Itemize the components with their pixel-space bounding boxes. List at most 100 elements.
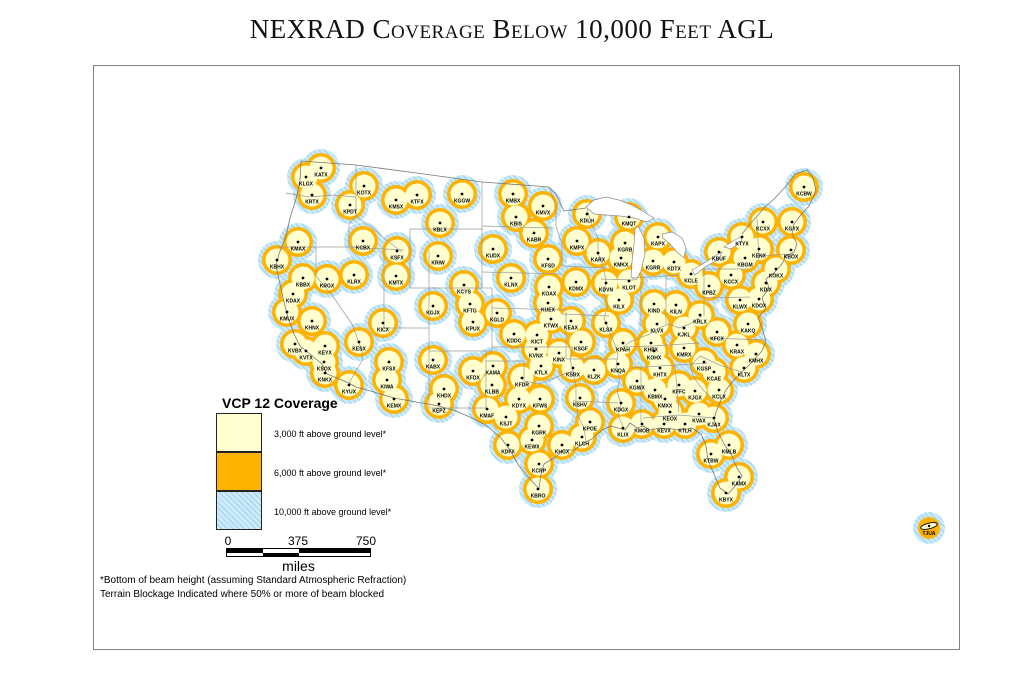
station-KBMX: KBMX [648, 388, 663, 401]
svg-text:KJKL: KJKL [677, 333, 690, 339]
station-KMSX: KMSX [389, 198, 404, 211]
svg-text:KMAX: KMAX [291, 247, 306, 253]
station-KNKX: KNKX [318, 371, 333, 384]
svg-text:KTWX: KTWX [544, 324, 559, 330]
svg-text:KVBX: KVBX [288, 349, 303, 355]
svg-text:KMXX: KMXX [658, 404, 673, 410]
svg-text:KHTX: KHTX [653, 373, 667, 379]
svg-text:KRGX: KRGX [320, 284, 335, 290]
svg-text:KLSX: KLSX [599, 328, 613, 334]
svg-text:KUEX: KUEX [541, 308, 556, 314]
svg-text:KEOX: KEOX [663, 417, 678, 423]
station-KSJT: KSJT [500, 415, 512, 428]
station-KIWA: KIWA [380, 378, 394, 391]
station-KSHV: KSHV [573, 396, 588, 409]
station-KCYS: KCYS [457, 283, 472, 296]
svg-text:KILN: KILN [670, 310, 682, 316]
svg-text:KPAH: KPAH [616, 348, 630, 354]
svg-text:KCLE: KCLE [684, 279, 698, 285]
station-KRLX: KRLX [693, 313, 707, 326]
station-KGRR: KGRR [646, 259, 661, 272]
svg-text:KCRP: KCRP [532, 469, 547, 475]
station-KCAE: KCAE [707, 370, 722, 383]
station-KMLB: KMLB [722, 443, 737, 456]
station-KLVX: KLVX [651, 322, 664, 335]
station-KVBX: KVBX [288, 342, 303, 355]
svg-text:KJGX: KJGX [688, 396, 702, 402]
svg-text:TJUA: TJUA [922, 531, 935, 537]
svg-text:KMLB: KMLB [722, 450, 737, 456]
svg-text:KTYX: KTYX [735, 242, 749, 248]
svg-text:KMHX: KMHX [749, 359, 764, 365]
station-KGJX: KGJX [426, 304, 440, 317]
svg-text:KMVX: KMVX [536, 211, 551, 217]
station-KUDX: KUDX [486, 247, 501, 260]
footnote-line-2: Terrain Blockage Indicated where 50% or … [100, 589, 385, 600]
svg-text:KMQT: KMQT [622, 222, 637, 228]
station-KMOB: KMOB [634, 422, 650, 435]
svg-text:KMRX: KMRX [677, 353, 692, 359]
svg-text:KTFX: KTFX [410, 200, 424, 206]
svg-text:KBRO: KBRO [531, 494, 546, 500]
svg-text:KCYS: KCYS [457, 290, 472, 296]
station-KOTX: KOTX [357, 184, 372, 197]
svg-text:KMSX: KMSX [389, 205, 404, 211]
svg-text:KOKX: KOKX [769, 274, 784, 280]
station-KESX: KESX [352, 340, 366, 353]
svg-text:KEYX: KEYX [318, 351, 332, 357]
station-KMRX: KMRX [677, 346, 692, 359]
station-KJAX: KJAX [707, 416, 721, 429]
svg-text:KARX: KARX [591, 258, 606, 264]
svg-text:KATX: KATX [314, 173, 328, 179]
station-KDGX: KDGX [614, 401, 629, 414]
station-KMBX: KMBX [506, 192, 521, 205]
station-KAPX: KAPX [651, 235, 666, 248]
coverage-legend: VCP 12 Coverage 3,000 ft above ground le… [216, 395, 391, 531]
legend-row-6000ft: 6,000 ft above ground level* [216, 452, 386, 492]
station-KDVN: KDVN [599, 281, 613, 294]
svg-text:KTLH: KTLH [678, 429, 692, 435]
station-KGWX: KGWX [629, 379, 645, 392]
svg-text:KGSP: KGSP [697, 367, 712, 373]
station-KGSP: KGSP [697, 360, 712, 373]
svg-text:KTLX: KTLX [534, 371, 548, 377]
station-KSOX: KSOX [317, 360, 332, 373]
station-KBUF: KBUF [712, 250, 726, 263]
station-KHGX: KHGX [555, 443, 570, 456]
svg-text:KTBW: KTBW [704, 459, 719, 465]
svg-text:KYUX: KYUX [342, 390, 357, 396]
station-KTLX: KTLX [534, 364, 548, 377]
station-KFCX: KFCX [710, 330, 724, 343]
svg-text:KCAE: KCAE [707, 377, 722, 383]
svg-text:KMPX: KMPX [570, 246, 585, 252]
station-KVTX: KVTX [299, 349, 313, 362]
svg-text:KEVX: KEVX [657, 429, 671, 435]
station-KDIX: KDIX [760, 281, 773, 294]
station-KCBW: KCBW [796, 185, 812, 198]
station-KPBZ: KPBZ [702, 284, 716, 297]
station-KMPX: KMPX [570, 239, 585, 252]
station-KOHX: KOHX [647, 349, 662, 362]
svg-text:KPUX: KPUX [466, 327, 481, 333]
svg-text:KSHV: KSHV [573, 403, 588, 409]
station-KGRB: KGRB [618, 241, 633, 254]
station-KMXX: KMXX [658, 397, 673, 410]
page-title: NEXRAD Coverage Below 10,000 Feet AGL [249, 14, 775, 44]
svg-text:KLZK: KLZK [587, 375, 601, 381]
svg-text:KVNX: KVNX [529, 354, 544, 360]
svg-text:KLNX: KLNX [504, 283, 518, 289]
station-KTWX: KTWX [544, 317, 559, 330]
svg-text:KAPX: KAPX [651, 242, 666, 248]
station-KMKX: KMKX [614, 256, 629, 269]
station-KJGX: KJGX [688, 389, 702, 402]
station-KLSX: KLSX [599, 321, 613, 334]
station-KAKQ: KAKQ [741, 322, 755, 335]
svg-text:KFDR: KFDR [515, 383, 529, 389]
svg-text:KGYX: KGYX [785, 227, 800, 233]
svg-text:KHGX: KHGX [555, 450, 570, 456]
svg-text:KEAX: KEAX [564, 326, 579, 332]
station-KBYX: KBYX [719, 491, 734, 504]
legend-title: VCP 12 Coverage [222, 395, 338, 411]
svg-text:KMKX: KMKX [614, 263, 629, 269]
